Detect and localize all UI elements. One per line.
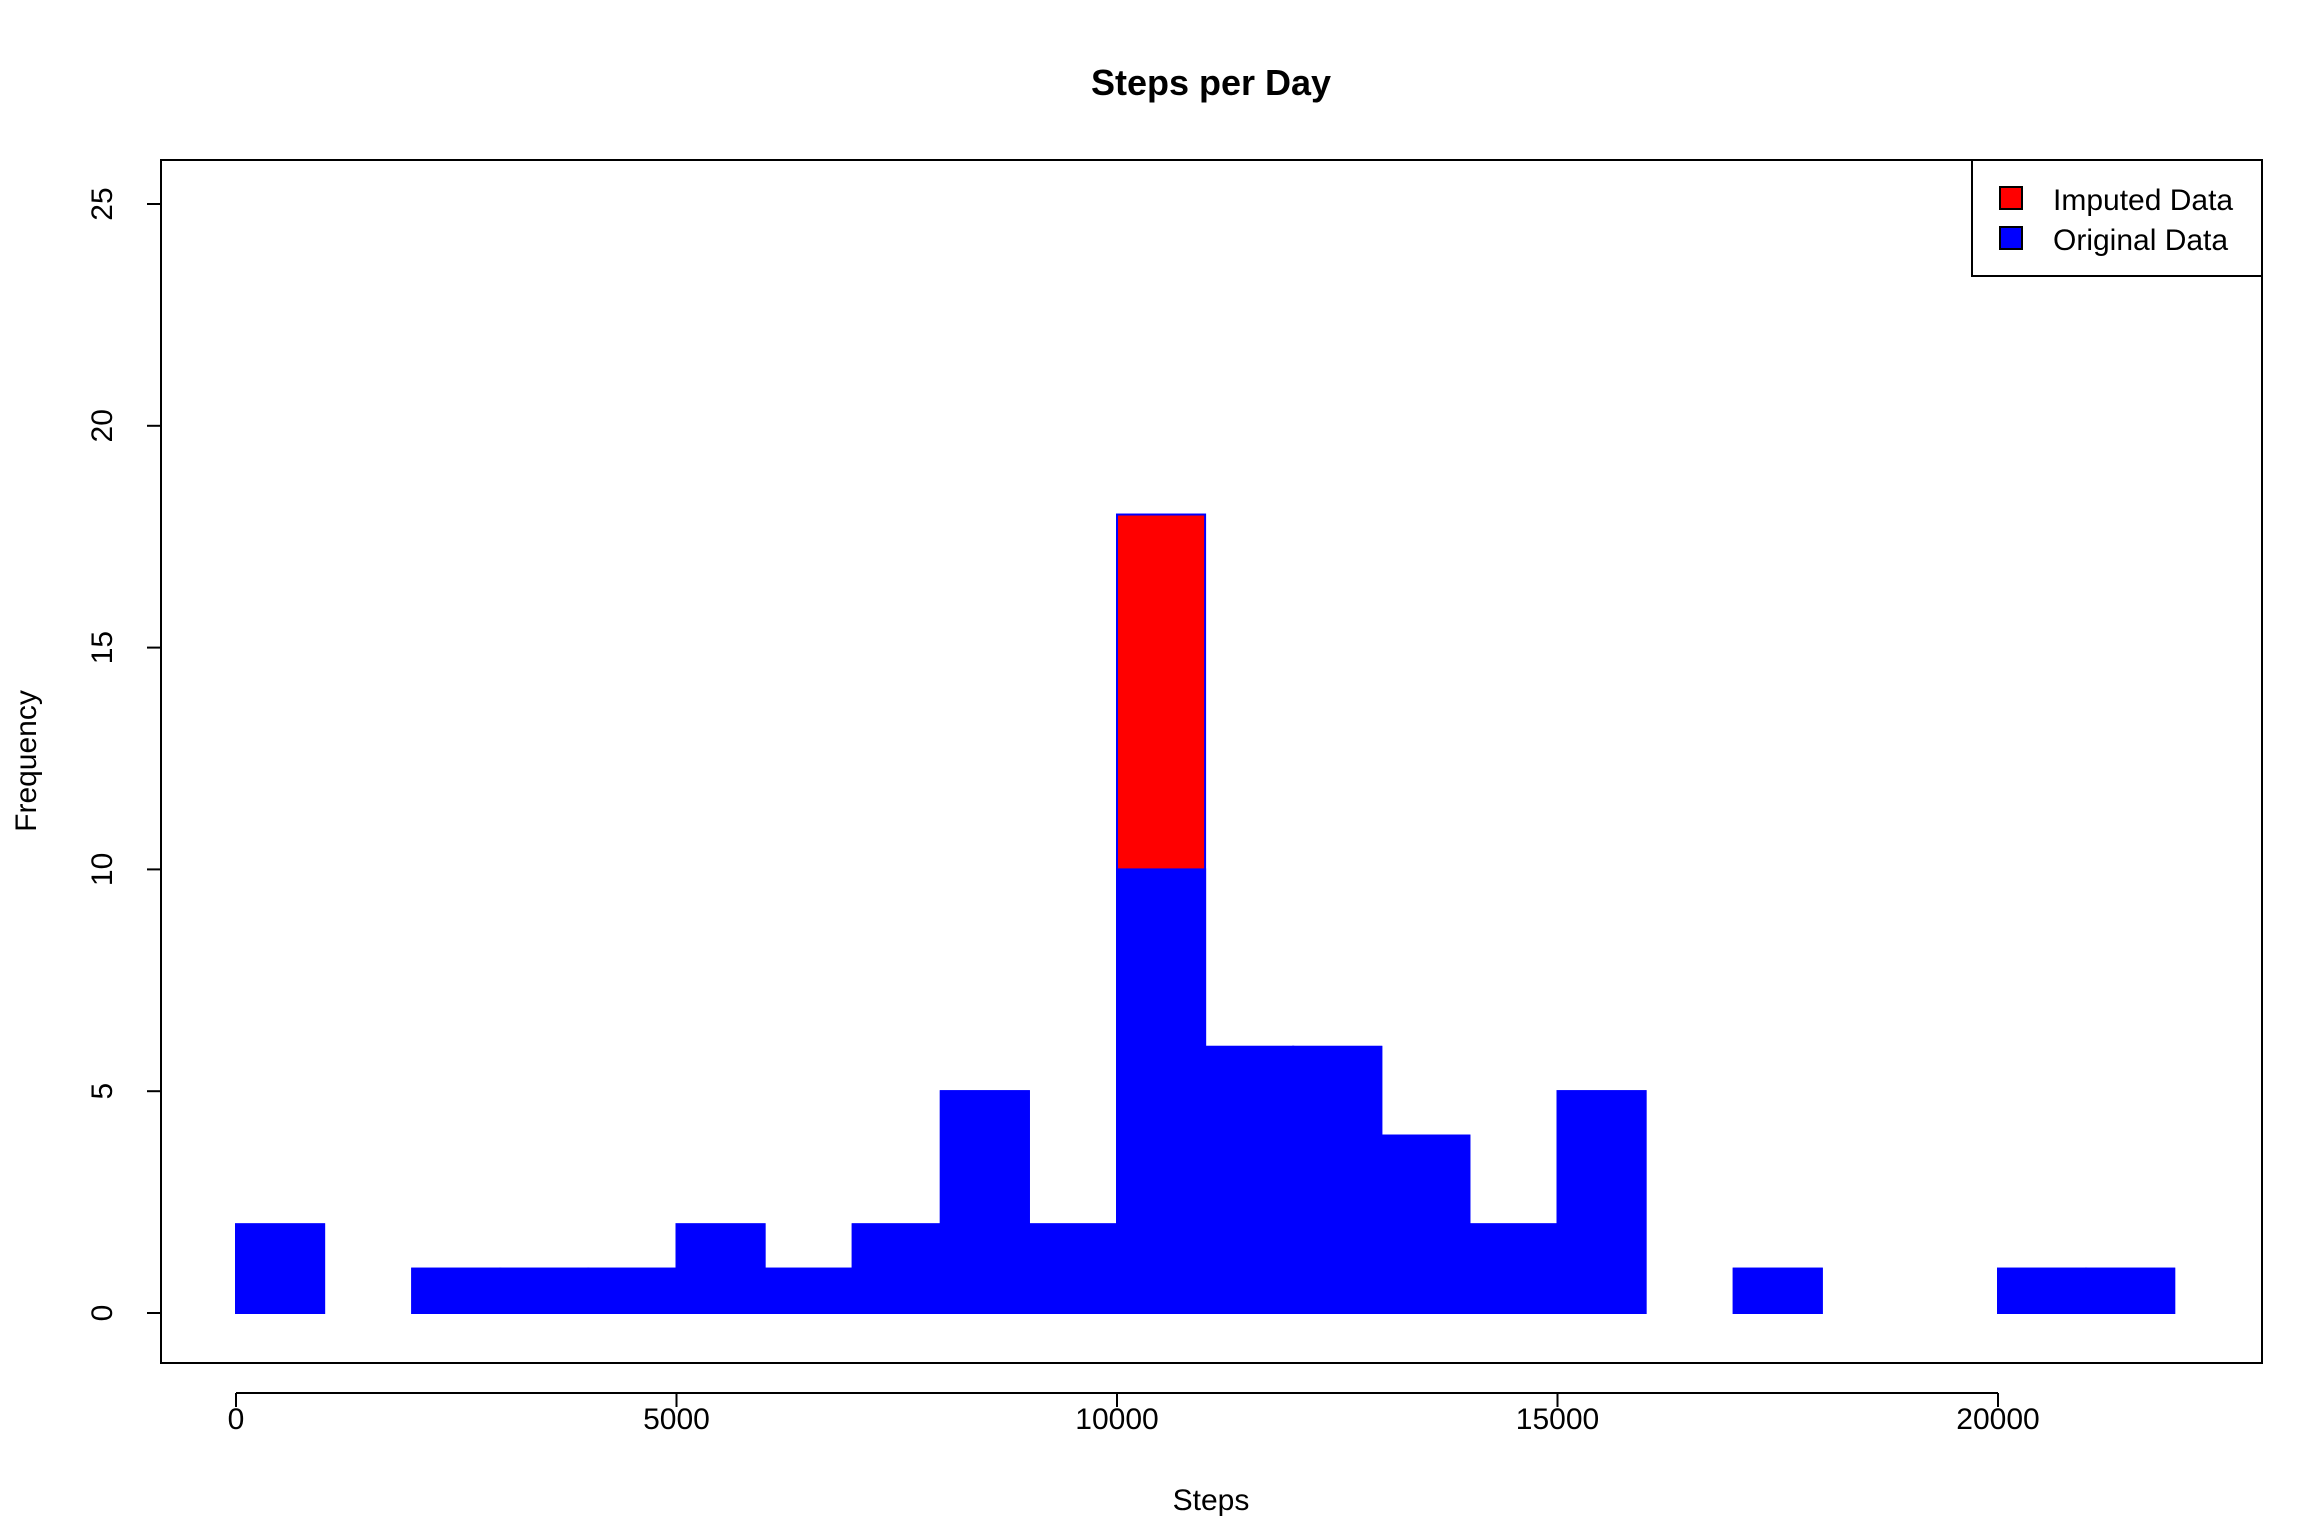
original-series	[235, 868, 2176, 1315]
original-bar-13000	[1380, 1134, 1471, 1315]
y-tick-label-5: 5	[86, 1083, 119, 1100]
original-bar-12000	[1292, 1045, 1383, 1314]
original-bar-15000	[1556, 1090, 1647, 1314]
y-axis-label: Frequency	[10, 690, 43, 832]
legend-label-imputed: Imputed Data	[2053, 184, 2233, 217]
original-bar-5000	[675, 1223, 766, 1315]
original-bar-8000	[939, 1090, 1030, 1314]
legend-swatch-imputed	[1999, 186, 2023, 210]
legend-swatch-original	[1999, 226, 2023, 250]
original-bar-20000	[1997, 1267, 2088, 1315]
original-bar-9000	[1027, 1223, 1119, 1315]
original-bar-3000	[499, 1267, 590, 1315]
x-tick-label-10000: 10000	[1075, 1403, 1158, 1436]
y-tick-label-10: 10	[86, 853, 119, 886]
original-bar-7000	[851, 1223, 942, 1315]
original-bar-6000	[763, 1267, 854, 1315]
x-tick-label-15000: 15000	[1516, 1403, 1599, 1436]
x-axis: 0 5000 10000 15000 20000	[228, 1392, 2040, 1436]
original-bar-10000	[1116, 868, 1207, 1315]
original-bar-2000	[411, 1267, 502, 1315]
legend-label-original: Original Data	[2053, 224, 2228, 257]
legend: Imputed Data Original Data	[1971, 159, 2263, 277]
legend-box	[1971, 159, 2263, 277]
original-bar-14000	[1468, 1223, 1559, 1315]
y-tick-label-0: 0	[86, 1305, 119, 1322]
y-tick-label-20: 20	[86, 409, 119, 442]
y-axis: 0 5 10 15 20 25	[86, 187, 162, 1322]
x-tick-label-5000: 5000	[643, 1403, 710, 1436]
original-bar-11000	[1204, 1045, 1295, 1314]
y-tick-label-25: 25	[86, 187, 119, 220]
y-tick-label-15: 15	[86, 631, 119, 664]
original-bar-0	[235, 1223, 326, 1315]
original-bar-4000	[587, 1267, 678, 1315]
original-bar-21000	[2085, 1267, 2176, 1315]
x-axis-label: Steps	[1173, 1484, 1250, 1517]
chart-title: Steps per Day	[1091, 62, 1331, 103]
x-tick-label-0: 0	[228, 1403, 245, 1436]
x-tick-label-20000: 20000	[1956, 1403, 2039, 1436]
original-bar-17000	[1732, 1267, 1823, 1315]
